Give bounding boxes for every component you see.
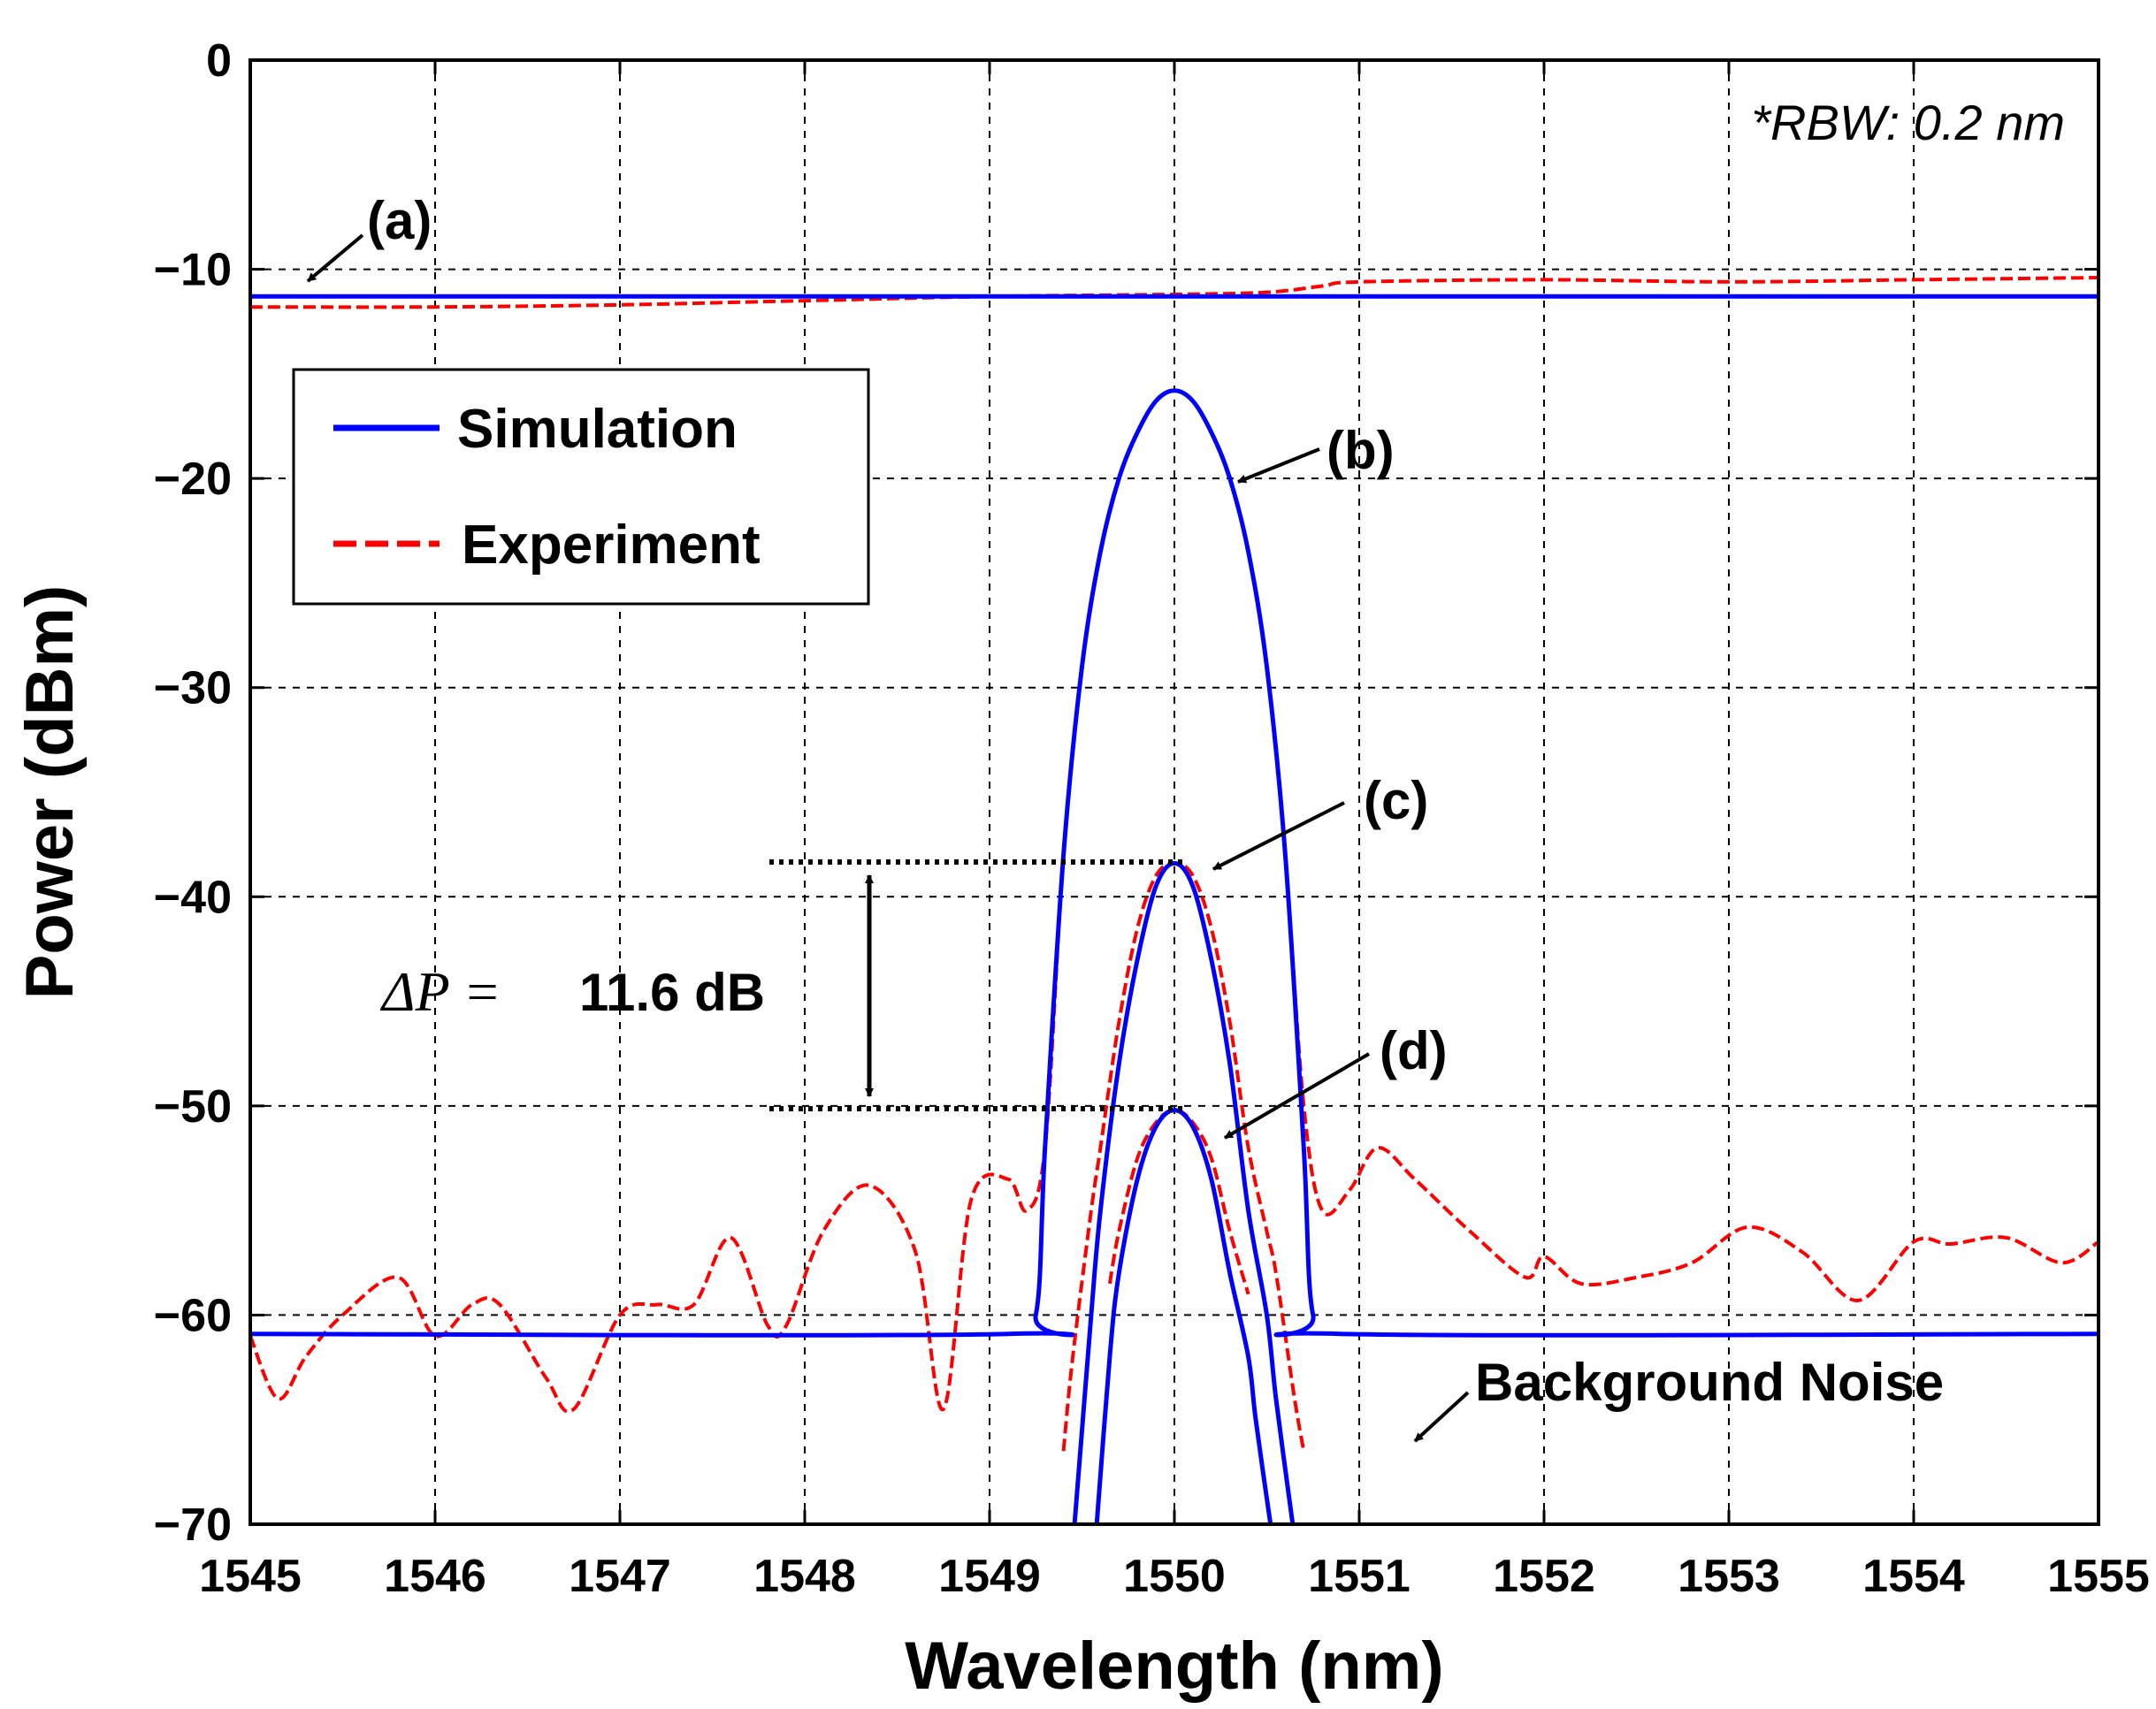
y-tick-label: −20 [154,454,232,505]
x-tick-label: 1554 [1862,1551,1965,1602]
grid-lines [250,60,2099,1524]
x-tick-label: 1546 [384,1551,486,1602]
arrow-a [306,233,364,283]
delta-symbol: ΔP = [379,960,501,1023]
arrow-d [1223,1052,1371,1140]
x-tick-label: 1555 [2047,1551,2150,1602]
legend-simulation-label: Simulation [457,399,738,460]
series-layer [250,276,2099,1524]
series-c-experiment [1061,861,1306,1452]
y-tick-label: −70 [154,1499,232,1551]
series-d-simulation [1094,1108,1273,1524]
series-a-experiment [250,276,2099,309]
y-tick-label: −40 [154,872,232,923]
y-tick-label: −10 [154,245,232,296]
x-axis-label: Wavelength (nm) [905,1629,1443,1704]
x-tick-label: 1553 [1678,1551,1780,1602]
rbw-note: *RBW: 0.2 nm [1751,95,2065,150]
arrow-background-noise [1413,1391,1470,1443]
label-a: (a) [367,191,432,250]
y-tick-label: 0 [206,35,232,87]
tick-marks [248,58,2100,1526]
x-tick-label: 1552 [1493,1551,1595,1602]
label-b: (b) [1326,421,1395,480]
arrow-b [1237,447,1320,484]
label-c: (c) [1364,771,1428,830]
x-tick-label: 1549 [938,1551,1041,1602]
legend-box [292,368,870,606]
legend-experiment-label: Experiment [462,515,761,576]
annotations: (a) (b) (c) (d) Background Noise ΔP = 11… [306,191,1944,1443]
series-d-experiment [1107,1108,1250,1295]
tick-labels: 1545 1546 1547 1548 1549 1550 1551 1552 1553 1554… [154,35,2150,1602]
x-tick-label: 1550 [1123,1551,1226,1602]
series-c-simulation [1072,860,1296,1524]
plot-frame [248,58,2100,1526]
y-tick-label: −50 [154,1081,232,1133]
series-b-simulation [250,388,2099,1338]
x-tick-label: 1547 [569,1551,671,1602]
legend: Simulation Experiment [292,368,870,606]
x-tick-label: 1545 [199,1551,302,1602]
y-axis-label: Power (dBm) [12,585,88,1000]
delta-value: 11.6 dB [579,963,765,1022]
y-tick-label: −60 [154,1290,232,1341]
x-tick-label: 1548 [753,1551,856,1602]
x-tick-label: 1551 [1308,1551,1411,1602]
label-background-noise: Background Noise [1475,1353,1944,1412]
y-tick-label: −30 [154,663,232,714]
arrow-c [1212,801,1345,871]
label-d: (d) [1380,1021,1448,1080]
